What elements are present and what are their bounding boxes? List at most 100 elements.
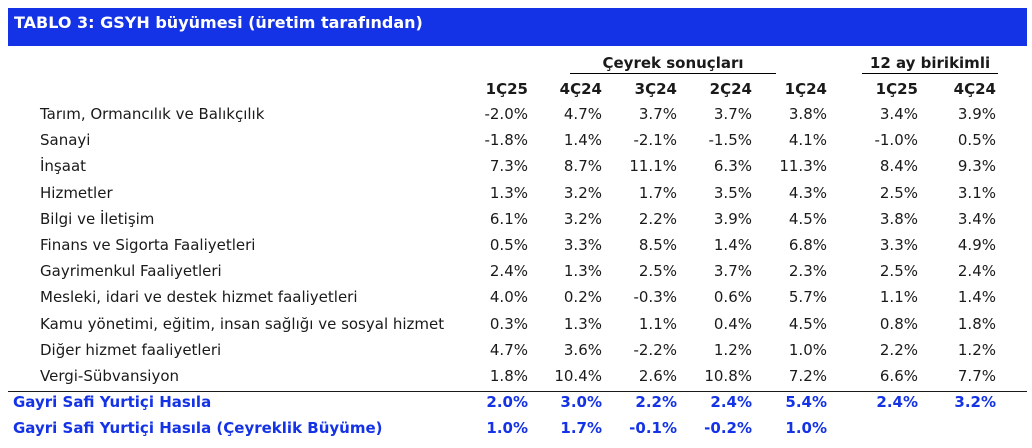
table-cell: -0.3%: [633, 288, 677, 306]
group-header-quarterly: Çeyrek sonuçları: [570, 53, 776, 74]
row-label: Sanayi: [40, 131, 91, 149]
table-cell: 11.1%: [629, 157, 677, 175]
table-cell: 2.4%: [957, 262, 996, 280]
table-cell: 6.1%: [489, 210, 528, 228]
table-cell: 4.5%: [788, 210, 827, 228]
table-cell: 2.4%: [710, 393, 752, 411]
table-cell: -1.8%: [484, 131, 528, 149]
table-cell: 1.8%: [489, 367, 528, 385]
row-label: Diğer hizmet faaliyetleri: [40, 341, 222, 359]
row-label: Tarım, Ormancılık ve Balıkçılık: [40, 105, 265, 123]
table-row: Diğer hizmet faaliyetleri 4.7% 3.6% -2.2% 1.…: [0, 337, 1032, 363]
table-cell: 3.4%: [879, 105, 918, 123]
table-cell: 4.9%: [957, 236, 996, 254]
table-cell: 8.7%: [563, 157, 602, 175]
table-cell: -2.1%: [633, 131, 677, 149]
table-cell: 6.3%: [713, 157, 752, 175]
table-cell: 3.2%: [563, 184, 602, 202]
table-cell: 4.3%: [788, 184, 827, 202]
table-cell: 1.7%: [638, 184, 677, 202]
table-cell: 3.3%: [563, 236, 602, 254]
table-cell: 3.7%: [713, 105, 752, 123]
table-row: Vergi-Sübvansiyon 1.8% 10.4% 2.6% 10.8% 7.2% 6…: [0, 363, 1032, 389]
row-label: Gayrimenkul Faaliyetleri: [40, 262, 222, 280]
table-cell: 1.0%: [788, 341, 827, 359]
table-cell: 0.3%: [489, 315, 528, 333]
table-cell: 2.5%: [879, 262, 918, 280]
table-cell: 1.3%: [563, 315, 602, 333]
table-cell: -2.0%: [484, 105, 528, 123]
table-cell: 0.5%: [489, 236, 528, 254]
table-cell: 3.9%: [957, 105, 996, 123]
table-cell: 1.7%: [560, 419, 602, 437]
table-cell: 0.4%: [713, 315, 752, 333]
table-cell: 9.3%: [957, 157, 996, 175]
group-header-annual: 12 ay birikimli: [862, 53, 998, 74]
table-cell: 4.7%: [489, 341, 528, 359]
table-cell: -0.1%: [629, 419, 677, 437]
table-cell: 8.4%: [879, 157, 918, 175]
table-cell: 3.2%: [563, 210, 602, 228]
table-cell: -0.2%: [704, 419, 752, 437]
table-cell: 2.4%: [876, 393, 918, 411]
table-row: İnşaat 7.3% 8.7% 11.1% 6.3% 11.3% 8.4% 9.3%: [0, 153, 1032, 179]
table-cell: 7.7%: [957, 367, 996, 385]
total-row: Gayri Safi Yurtiçi Hasıla (Çeyreklik Büy…: [0, 415, 1032, 441]
table-cell: 3.3%: [879, 236, 918, 254]
column-header: 4Ç24: [953, 80, 996, 98]
table-cell: 5.7%: [788, 288, 827, 306]
table-cell: 1.0%: [785, 419, 827, 437]
table-row: Bilgi ve İletişim 6.1% 3.2% 2.2% 3.9% 4.5% 3.8…: [0, 206, 1032, 232]
table-cell: 0.2%: [563, 288, 602, 306]
table-cell: 4.5%: [788, 315, 827, 333]
row-label: Mesleki, idari ve destek hizmet faaliyet…: [40, 288, 358, 306]
table-cell: 0.8%: [879, 315, 918, 333]
table-cell: 3.2%: [954, 393, 996, 411]
row-label: Finans ve Sigorta Faaliyetleri: [40, 236, 256, 254]
table-cell: 2.5%: [638, 262, 677, 280]
table-cell: 1.0%: [486, 419, 528, 437]
table-cell: 6.8%: [788, 236, 827, 254]
table-cell: 3.9%: [713, 210, 752, 228]
row-label: Hizmetler: [40, 184, 113, 202]
table-cell: 1.2%: [713, 341, 752, 359]
table-cell: 3.6%: [563, 341, 602, 359]
row-label: Kamu yönetimi, eğitim, insan sağlığı ve …: [40, 315, 445, 333]
row-label: İnşaat: [40, 157, 87, 175]
table-cell: 2.2%: [879, 341, 918, 359]
row-label: Gayri Safi Yurtiçi Hasıla (Çeyreklik Büy…: [13, 419, 383, 437]
table-cell: 10.8%: [704, 367, 752, 385]
table-cell: -1.5%: [708, 131, 752, 149]
table-cell: 4.0%: [489, 288, 528, 306]
table-cell: 1.2%: [957, 341, 996, 359]
table-cell: 4.7%: [563, 105, 602, 123]
table-cell: 3.4%: [957, 210, 996, 228]
table-cell: 1.3%: [563, 262, 602, 280]
table-cell: 0.5%: [957, 131, 996, 149]
table-cell: 3.1%: [957, 184, 996, 202]
table-cell: 1.4%: [713, 236, 752, 254]
column-header: 1Ç25: [875, 80, 918, 98]
table-row: Gayrimenkul Faaliyetleri 2.4% 1.3% 2.5% 3.7%…: [0, 258, 1032, 284]
table-cell: 1.8%: [957, 315, 996, 333]
table-cell: 1.1%: [638, 315, 677, 333]
table-cell: 1.4%: [957, 288, 996, 306]
table-cell: 2.3%: [788, 262, 827, 280]
table-cell: 2.5%: [879, 184, 918, 202]
table-cell: 3.0%: [560, 393, 602, 411]
table-cell: 3.8%: [879, 210, 918, 228]
table-cell: 2.4%: [489, 262, 528, 280]
table-cell: 3.5%: [713, 184, 752, 202]
table-row: Kamu yönetimi, eğitim, insan sağlığı ve …: [0, 311, 1032, 337]
table-cell: -1.0%: [874, 131, 918, 149]
row-label: Vergi-Sübvansiyon: [40, 367, 179, 385]
table-cell: 7.3%: [489, 157, 528, 175]
table-cell: 7.2%: [788, 367, 827, 385]
table-title: TABLO 3: GSYH büyümesi (üretim tarafında…: [8, 8, 1027, 46]
column-header: 2Ç24: [709, 80, 752, 98]
column-header: 3Ç24: [634, 80, 677, 98]
table-cell: -2.2%: [633, 341, 677, 359]
table-cell: 3.7%: [638, 105, 677, 123]
table-cell: 1.3%: [489, 184, 528, 202]
total-row: Gayri Safi Yurtiçi Hasıla 2.0% 3.0% 2.2% 2.4…: [0, 389, 1032, 415]
